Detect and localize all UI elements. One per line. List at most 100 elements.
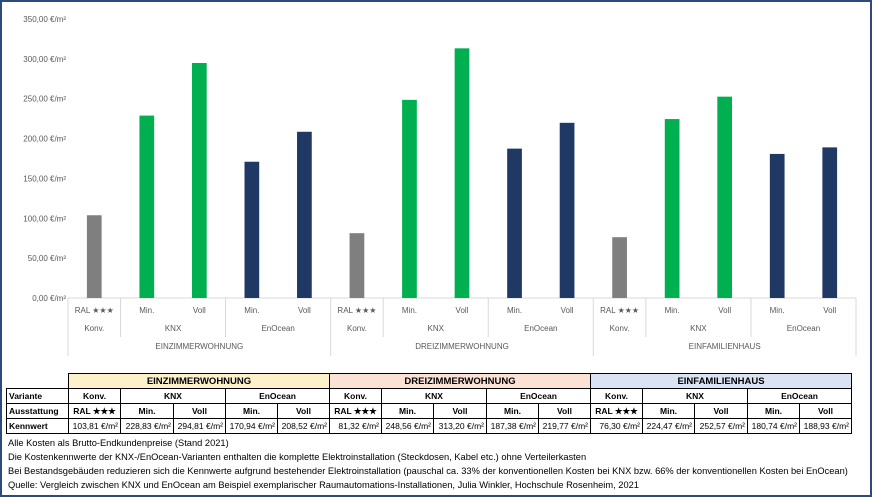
- bar: [769, 153, 785, 298]
- group-label: EINFAMILIENHAUS: [689, 342, 761, 351]
- y-tick-label: 300,00 €/m²: [23, 55, 66, 64]
- bar: [717, 96, 733, 299]
- kennwert-cell: 187,38 €/m²: [486, 418, 539, 434]
- table-group-row: EINZIMMERWOHNUNG DREIZIMMERWOHNUNG EINFA…: [6, 373, 852, 389]
- subgroup-label: KNX: [428, 324, 445, 333]
- ausstattung-cell: Min.: [747, 403, 800, 419]
- y-tick-label: 150,00 €/m²: [23, 174, 66, 183]
- variant-cell: EnOcean: [486, 388, 591, 404]
- bar: [454, 48, 470, 299]
- kennwert-cell: 248,56 €/m²: [381, 418, 434, 434]
- bar: [191, 62, 207, 298]
- x-tick-label: RAL ★★★: [75, 306, 114, 315]
- x-tick-label: Min.: [665, 306, 680, 315]
- table-group-header: EINFAMILIENHAUS: [590, 373, 852, 389]
- ausstattung-cell: Min.: [225, 403, 278, 419]
- group-label: DREIZIMMERWOHNUNG: [415, 342, 509, 351]
- x-tick-label: Voll: [561, 306, 574, 315]
- bar: [244, 161, 260, 298]
- data-table: EINZIMMERWOHNUNG DREIZIMMERWOHNUNG EINFA…: [6, 373, 852, 434]
- ausstattung-cell: Min.: [642, 403, 695, 419]
- kennwert-cell: 170,94 €/m²: [225, 418, 278, 434]
- kennwert-cell: 76,30 €/m²: [590, 418, 643, 434]
- ausstattung-cell: RAL ★★★: [590, 403, 643, 419]
- variant-cell: EnOcean: [747, 388, 852, 404]
- kennwert-cell: 294,81 €/m²: [173, 418, 226, 434]
- kennwert-cell: 180,74 €/m²: [747, 418, 800, 434]
- ausstattung-cell: Voll: [694, 403, 748, 419]
- x-tick-label: Min.: [402, 306, 417, 315]
- bar: [402, 99, 417, 298]
- y-tick-label: 200,00 €/m²: [23, 135, 66, 144]
- footnote: Quelle: Vergleich zwischen KNX und EnOce…: [8, 480, 639, 490]
- variant-cell: KNX: [120, 388, 226, 404]
- ausstattung-cell: Voll: [538, 403, 591, 419]
- x-tick-label: Min.: [770, 306, 785, 315]
- ausstattung-cell: Voll: [799, 403, 852, 419]
- bar: [612, 237, 627, 298]
- x-tick-label: RAL ★★★: [600, 306, 639, 315]
- table-corner-cell: [6, 373, 69, 389]
- ausstattung-cell: Min.: [120, 403, 174, 419]
- y-tick-label: 350,00 €/m²: [23, 15, 66, 24]
- x-tick-label: Voll: [718, 306, 731, 315]
- row-label: Variante: [6, 388, 69, 404]
- x-tick-label: Voll: [193, 306, 206, 315]
- x-tick-label: Voll: [823, 306, 836, 315]
- row-label: Ausstattung: [6, 403, 69, 419]
- variant-cell: Konv.: [68, 388, 121, 404]
- ausstattung-cell: Min.: [381, 403, 434, 419]
- variant-cell: Konv.: [590, 388, 643, 404]
- kennwert-cell: 252,57 €/m²: [694, 418, 748, 434]
- subgroup-label: Konv.: [610, 324, 630, 333]
- bar: [507, 148, 522, 298]
- kennwert-cell: 313,20 €/m²: [433, 418, 487, 434]
- variant-cell: KNX: [642, 388, 748, 404]
- bar: [559, 122, 575, 298]
- kennwert-cell: 103,81 €/m²: [68, 418, 121, 434]
- bar: [664, 119, 680, 299]
- table-row-variante: Variante Konv. KNX EnOcean Konv. KNX EnO…: [6, 388, 852, 404]
- footnote: Die Kostenkennwerte der KNX-/EnOcean-Var…: [8, 452, 587, 462]
- y-tick-label: 50,00 €/m²: [28, 254, 67, 263]
- kennwert-cell: 219,77 €/m²: [538, 418, 591, 434]
- bar-chart: 0,00 €/m² 50,00 €/m² 100,00 €/m² 150,00 €/m…: [23, 15, 857, 356]
- kennwert-cell: 228,83 €/m²: [120, 418, 174, 434]
- table-row-ausstattung: Ausstattung RAL ★★★ Min. Voll Min. Voll …: [6, 403, 852, 419]
- subgroup-label: EnOcean: [261, 324, 294, 333]
- table-row-kennwert: Kennwert 103,81 €/m² 228,83 €/m² 294,81 …: [6, 418, 852, 434]
- subgroup-label: EnOcean: [524, 324, 557, 333]
- table-group-header: EINZIMMERWOHNUNG: [68, 373, 330, 389]
- bar: [822, 147, 838, 298]
- x-tick-label: RAL ★★★: [337, 306, 376, 315]
- bar: [297, 131, 312, 298]
- ausstattung-cell: RAL ★★★: [329, 403, 382, 419]
- subgroup-label: EnOcean: [787, 324, 820, 333]
- ausstattung-cell: Voll: [277, 403, 330, 419]
- ausstattung-cell: Voll: [433, 403, 487, 419]
- table-group-header: DREIZIMMERWOHNUNG: [329, 373, 591, 389]
- kennwert-cell: 188,93 €/m²: [799, 418, 852, 434]
- subgroup-label: Konv.: [84, 324, 104, 333]
- row-label: Kennwert: [6, 418, 69, 434]
- subgroup-label: Konv.: [347, 324, 367, 333]
- bar: [139, 115, 155, 298]
- y-tick-label: 100,00 €/m²: [23, 214, 66, 223]
- x-tick-label: Min.: [507, 306, 522, 315]
- footnote: Alle Kosten als Brutto-Endkundenpreise (…: [8, 438, 229, 448]
- y-tick-label: 250,00 €/m²: [23, 95, 66, 104]
- ausstattung-cell: Min.: [486, 403, 539, 419]
- subgroup-label: KNX: [690, 324, 707, 333]
- bar: [86, 215, 102, 298]
- variant-cell: KNX: [381, 388, 487, 404]
- variant-cell: Konv.: [329, 388, 382, 404]
- x-tick-label: Min.: [139, 306, 154, 315]
- x-tick-label: Voll: [298, 306, 311, 315]
- x-tick-label: Voll: [456, 306, 469, 315]
- x-tick-label: Min.: [244, 306, 259, 315]
- variant-cell: EnOcean: [225, 388, 330, 404]
- ausstattung-cell: Voll: [173, 403, 226, 419]
- kennwert-cell: 224,47 €/m²: [642, 418, 695, 434]
- ausstattung-cell: RAL ★★★: [68, 403, 121, 419]
